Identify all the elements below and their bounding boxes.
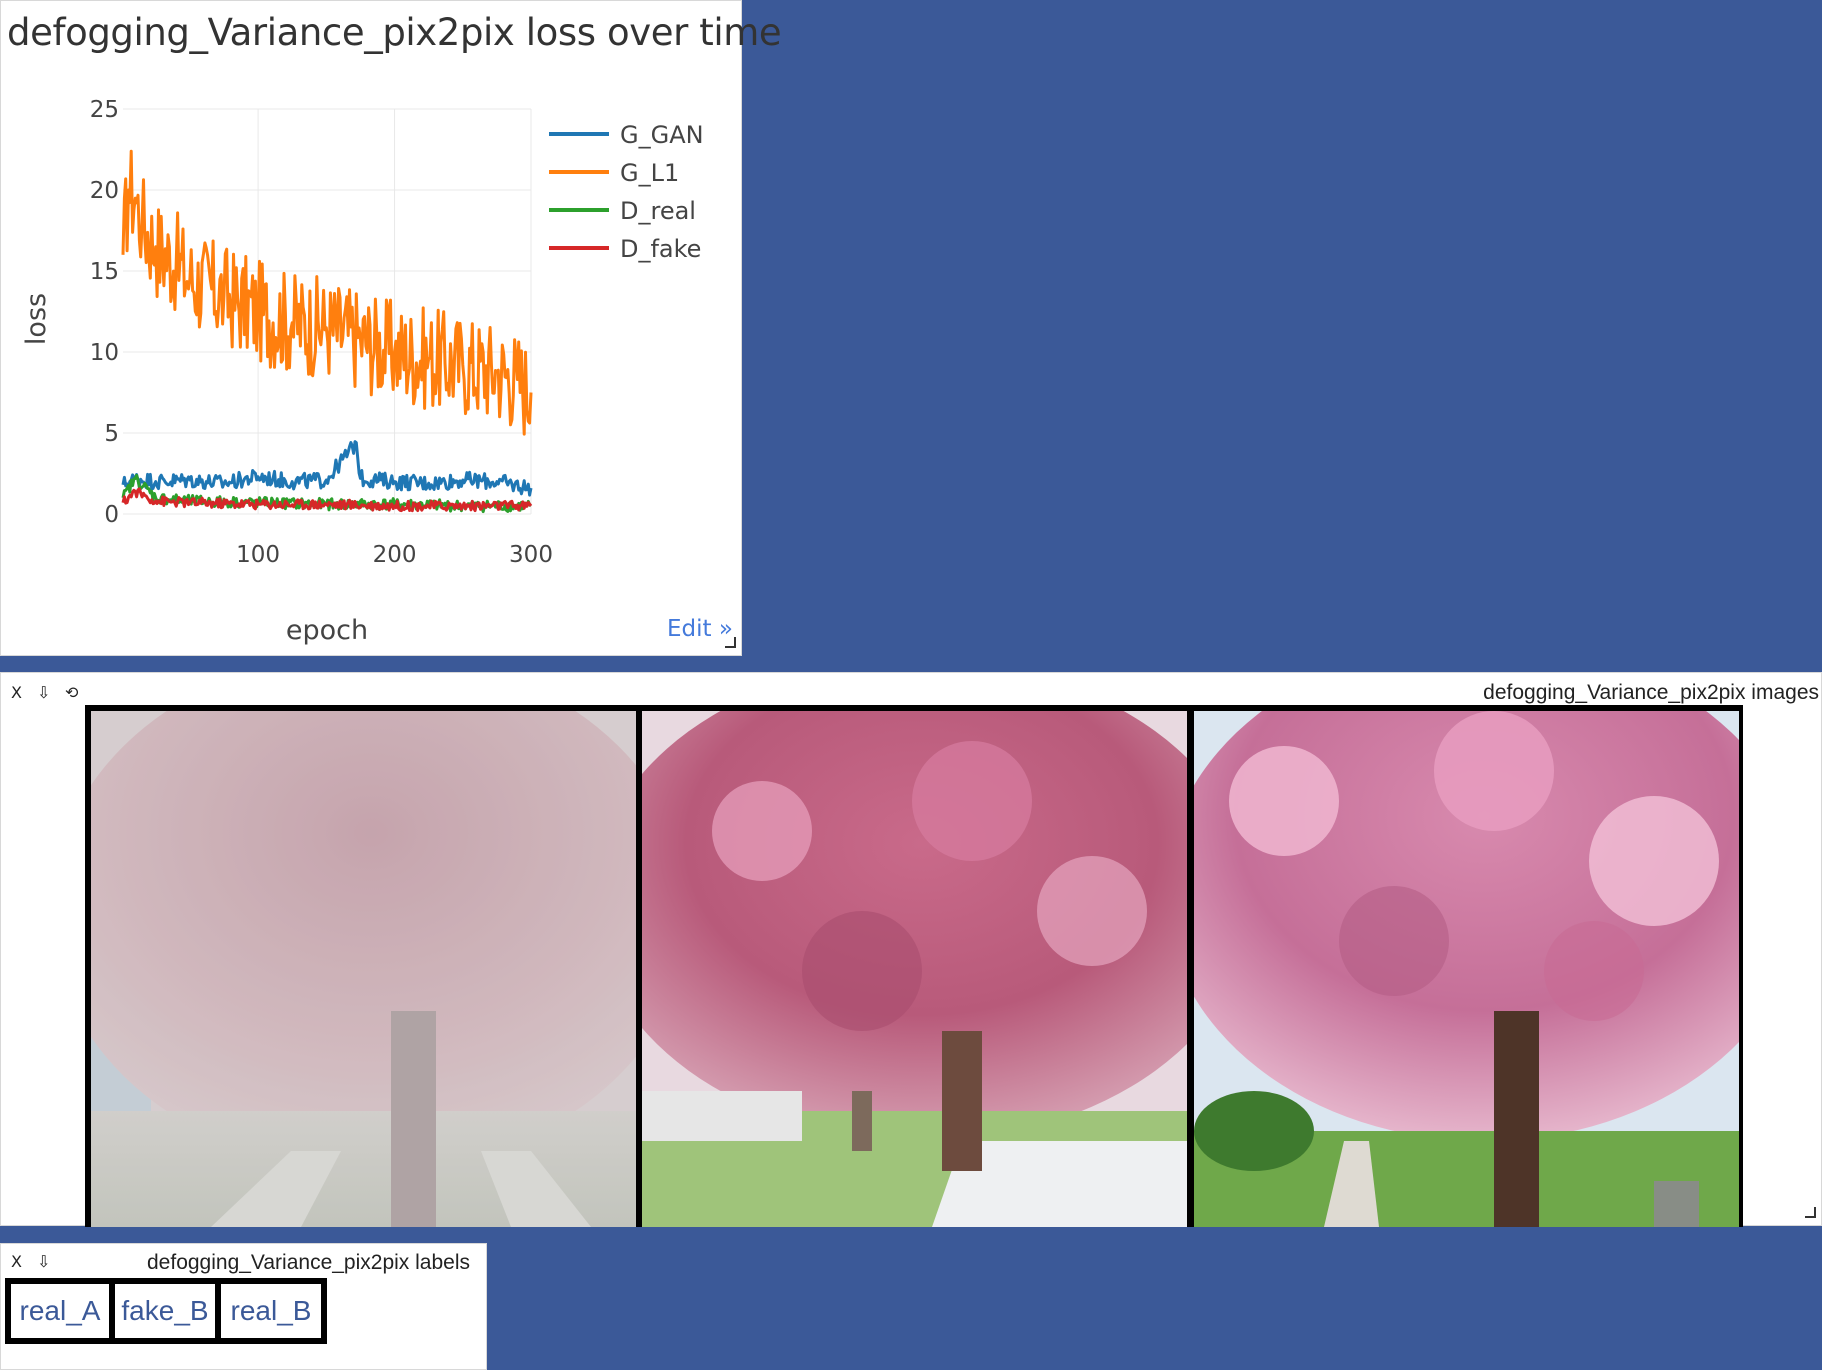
generated-photo (642, 711, 1187, 1227)
series-line-d-fake (121, 487, 533, 513)
x-tick-label: 100 (236, 542, 280, 568)
x-axis-title: epoch (286, 615, 368, 646)
image-real-b (1194, 711, 1739, 1227)
y-tick-label: 25 (90, 97, 119, 123)
close-button[interactable]: X (11, 683, 22, 702)
images-pane-title: defogging_Variance_pix2pix images (1483, 681, 1819, 704)
reset-button[interactable]: ⟲ (65, 683, 79, 702)
legend-label: G_GAN (620, 121, 704, 149)
chart-title: defogging_Variance_pix2pix loss over tim… (7, 11, 782, 54)
image-real-a (91, 711, 636, 1227)
image-fake-b (642, 711, 1187, 1227)
x-tick-label: 300 (509, 542, 553, 568)
y-tick-label: 5 (104, 421, 119, 447)
foggy-photo (91, 711, 636, 1227)
loss-chart: 0 5 10 15 20 25 100 200 300 epoch loss G_GAN G_L1 D_r… (21, 97, 704, 646)
edit-link[interactable]: Edit » (667, 616, 733, 642)
image-grid (85, 705, 1743, 1227)
series-line-g-gan (121, 440, 533, 497)
clear-photo (1194, 711, 1739, 1227)
legend-label: D_real (620, 197, 696, 225)
legend-label: G_L1 (620, 159, 679, 187)
close-button[interactable]: X (11, 1252, 22, 1271)
label-cell: real_A (11, 1284, 109, 1338)
label-table: real_A fake_B real_B (5, 1278, 327, 1344)
x-tick-label: 200 (373, 542, 417, 568)
label-cell: fake_B (115, 1284, 215, 1338)
y-tick-label: 20 (90, 178, 119, 204)
images-resize-handle[interactable] (1805, 1207, 1816, 1218)
images-pane: X ⇩ ⟲ defogging_Variance_pix2pix images (0, 672, 1822, 1227)
y-tick-label: 15 (90, 259, 119, 285)
label-cell: real_B (221, 1284, 321, 1338)
chart-resize-handle[interactable] (725, 637, 736, 648)
labels-pane: X ⇩ defogging_Variance_pix2pix labels re… (0, 1243, 487, 1370)
y-tick-label: 0 (104, 502, 119, 528)
download-button[interactable]: ⇩ (37, 1252, 51, 1271)
labels-pane-title: defogging_Variance_pix2pix labels (147, 1251, 471, 1274)
series-line-g-l1 (121, 149, 533, 436)
download-button[interactable]: ⇩ (37, 683, 51, 702)
legend-label: D_fake (620, 235, 701, 263)
loss-chart-pane: 0 5 10 15 20 25 100 200 300 epoch loss G_GAN G_L1 D_r… (0, 0, 782, 656)
y-axis-title: loss (21, 293, 52, 345)
y-tick-label: 10 (90, 340, 119, 366)
